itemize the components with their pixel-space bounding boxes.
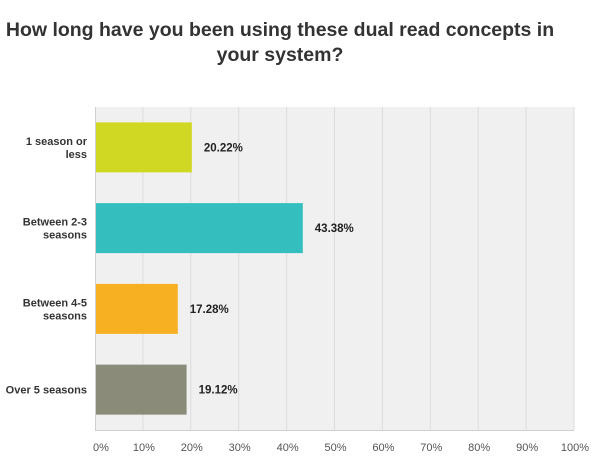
category-label: Between 2-3 seasons [23,217,87,242]
category-label: Between 4-5 seasons [23,297,87,322]
x-tick-label: 40% [277,442,299,454]
x-tick-label: 50% [324,442,346,454]
category-label: Over 5 seasons [6,385,87,397]
data-label: 43.38% [315,223,354,235]
bar [96,122,192,173]
x-tick-label: 90% [516,442,538,454]
x-tick-label: 70% [420,442,442,454]
category-label: 1 season or less [26,136,88,161]
x-tick-label: 100% [561,442,589,454]
x-tick-label: 10% [133,442,155,454]
x-tick-label: 0% [93,442,109,454]
x-tick-label: 20% [181,442,203,454]
chart-title: How long have you been using these dual … [5,19,555,66]
x-tick-label: 60% [372,442,394,454]
bar [96,283,178,334]
x-tick-label: 30% [229,442,251,454]
data-label: 19.12% [199,385,238,397]
data-label: 20.22% [204,142,243,154]
x-tick-label: 80% [468,442,490,454]
bar [96,203,303,254]
bar [96,364,187,415]
data-label: 17.28% [190,304,229,316]
